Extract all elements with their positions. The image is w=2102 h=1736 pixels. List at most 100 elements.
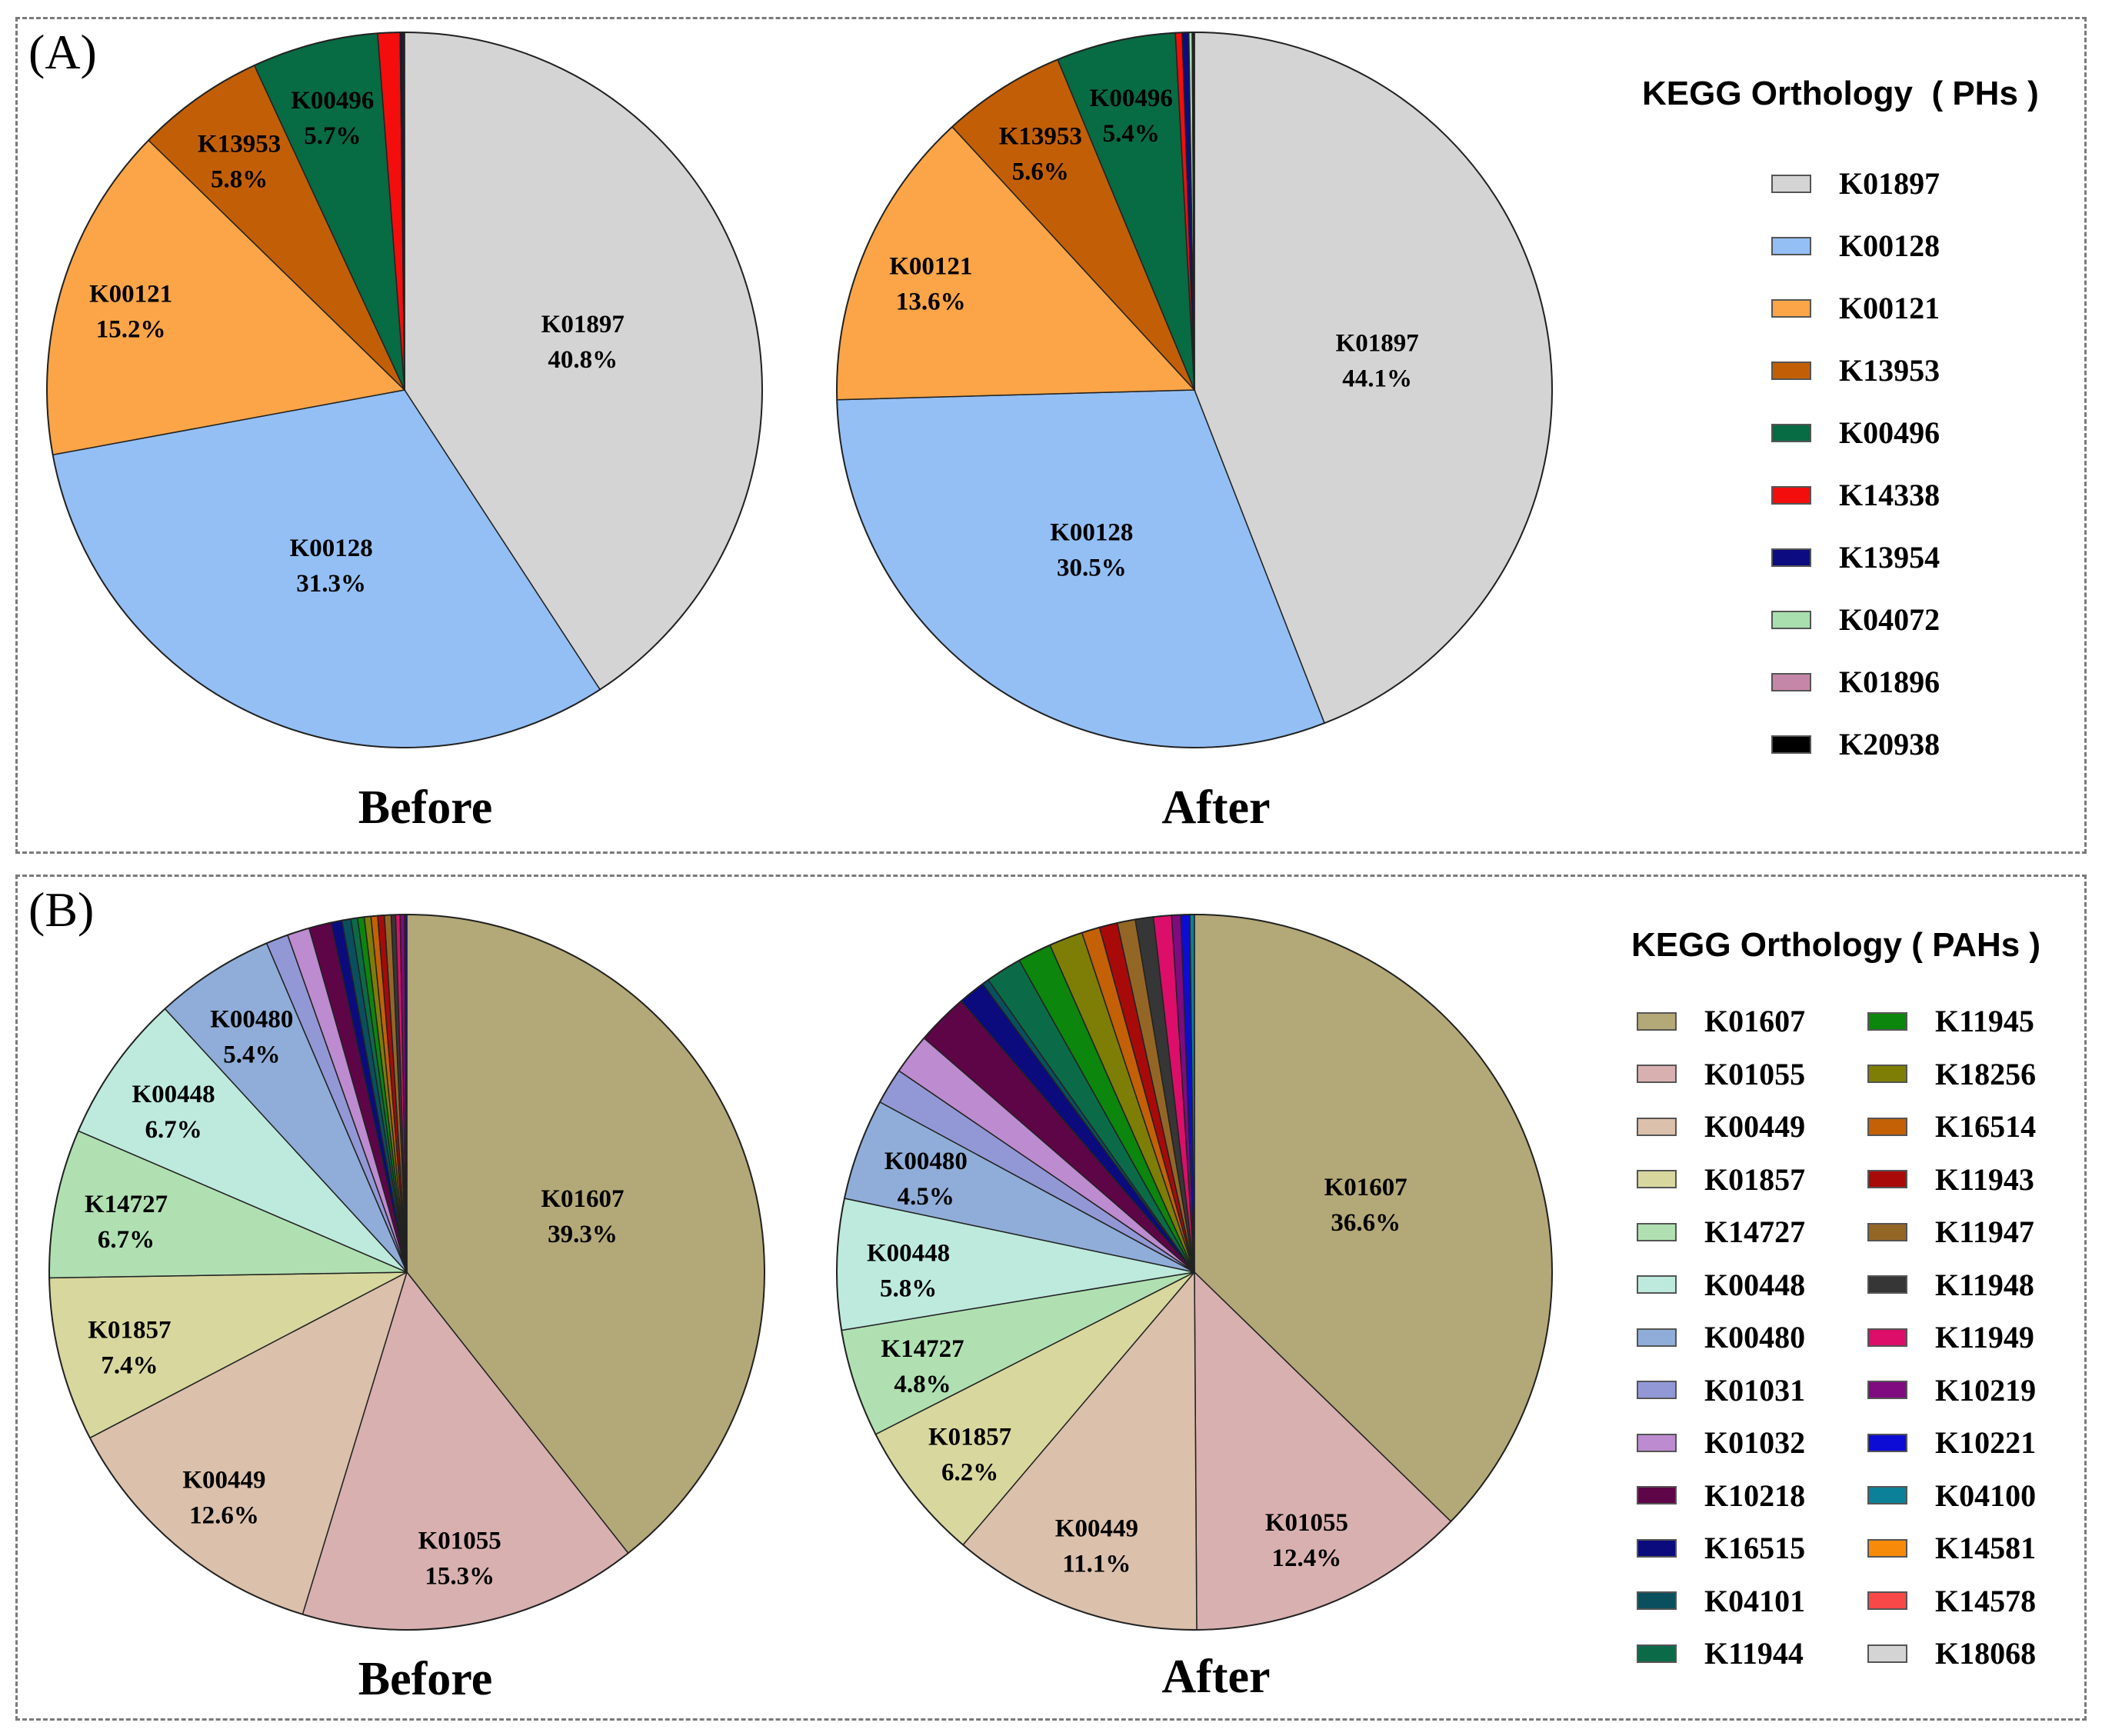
legend-label: K10219 <box>1935 1372 2037 1408</box>
legend-label: K00121 <box>1839 291 1940 325</box>
pie-charts-pahs: K01607 39.3% K01055 15.3% K00449 12.6% K01857 7… <box>48 914 1553 1631</box>
legend-label: K14578 <box>1935 1583 2037 1618</box>
legend-swatch <box>1637 1117 1677 1136</box>
legend-item-k00480: K00480 <box>1637 1319 1805 1355</box>
legend-item-k18068: K18068 <box>1867 1635 2036 1671</box>
slice-label-id: K14727 <box>85 1191 168 1218</box>
slice-label-percent: 36.6% <box>1331 1209 1401 1237</box>
legend-item-k14578: K14578 <box>1867 1583 2036 1619</box>
legend-item-k13954: K13954 <box>1771 539 1940 575</box>
legend-label: K11943 <box>1935 1161 2034 1197</box>
legend-swatch <box>1867 1170 1907 1188</box>
slice-label-percent: 13.6% <box>896 288 966 315</box>
legend-title: KEGG Orthology ( PAHs ) <box>1631 926 2041 964</box>
slice-label-id: K01055 <box>418 1528 501 1555</box>
legend-label: K00128 <box>1839 228 1940 263</box>
legend-label: K16514 <box>1935 1109 2037 1144</box>
legend-label: K18068 <box>1935 1636 2037 1671</box>
slice-label-id: K13953 <box>198 130 281 158</box>
legend-swatch <box>1637 1222 1677 1241</box>
legend-swatch <box>1637 1433 1677 1452</box>
legend-swatch <box>1867 1433 1907 1452</box>
legend-item-k14581: K14581 <box>1867 1530 2036 1566</box>
slice-label-percent: 4.5% <box>898 1183 954 1211</box>
legend-item-k11949: K11949 <box>1867 1319 2034 1355</box>
legend-label: K01897 <box>1839 166 1940 201</box>
legend-swatch <box>1637 1486 1677 1504</box>
slice-label-id: K01857 <box>928 1424 1011 1451</box>
legend-label: K20938 <box>1839 727 1940 761</box>
legend-swatch <box>1637 1065 1677 1083</box>
panel-a: (A) K01897 40.8% K00128 31.3% K00121 15.2% K13… <box>15 17 2087 854</box>
legend-label: K14581 <box>1935 1531 2037 1565</box>
pie-outline <box>836 32 1553 748</box>
pie-title-after: After <box>1161 1651 1271 1703</box>
legend-label: K00449 <box>1704 1109 1806 1144</box>
legend-item-k20938: K20938 <box>1771 726 1940 762</box>
legend-swatch <box>1771 361 1811 380</box>
legend-item-k00496: K00496 <box>1771 415 1940 451</box>
slice-label-percent: 11.1% <box>1062 1551 1131 1578</box>
legend-label: K14338 <box>1839 478 1940 512</box>
legend-swatch <box>1771 423 1811 442</box>
legend-label: K18256 <box>1935 1056 2037 1091</box>
legend-swatch <box>1637 1381 1677 1399</box>
legend-item-k01896: K01896 <box>1771 664 1940 700</box>
legend-swatch <box>1771 610 1811 629</box>
legend-item-k11944: K11944 <box>1637 1635 1804 1671</box>
slice-label-id: K13953 <box>999 122 1082 150</box>
legend-swatch <box>1867 1222 1907 1241</box>
slice-label-id: K00480 <box>884 1148 968 1175</box>
legend-swatch <box>1867 1486 1907 1504</box>
pie-charts-phs: K01897 40.8% K00128 31.3% K00121 15.2% K13953 5… <box>46 32 1553 748</box>
legend-item-k11948: K11948 <box>1867 1267 2034 1303</box>
slice-label-id: K00128 <box>1050 519 1133 547</box>
panel-b: (B) K01607 39.3% K01055 15.3% K00449 12.6% K01… <box>15 875 2087 1721</box>
legend-item-k01857: K01857 <box>1637 1161 1805 1198</box>
legend-swatch <box>1637 1275 1677 1294</box>
slice-label-percent: 12.4% <box>1272 1544 1342 1572</box>
pie-outline <box>836 914 1553 1631</box>
legend-item-k11947: K11947 <box>1867 1214 2034 1250</box>
legend-item-k10219: K10219 <box>1867 1372 2036 1408</box>
slice-label-percent: 5.8% <box>880 1275 937 1303</box>
legend-label: K10218 <box>1704 1478 1806 1513</box>
legend-item-k00449: K00449 <box>1637 1108 1805 1145</box>
legend-item-k10218: K10218 <box>1637 1478 1805 1514</box>
slice-label-percent: 5.4% <box>1103 120 1160 148</box>
slice-label-id: K00449 <box>182 1466 265 1494</box>
slice-label-percent: 44.1% <box>1342 365 1412 392</box>
legend-swatch <box>1637 1011 1677 1031</box>
legend-label: K01032 <box>1704 1425 1806 1460</box>
legend-label: K00496 <box>1839 415 1940 450</box>
slice-label-percent: 5.4% <box>223 1041 280 1068</box>
legend-label: K01031 <box>1704 1372 1806 1408</box>
legend-label: K11944 <box>1704 1636 1804 1671</box>
pie-title-after: After <box>1161 781 1271 834</box>
slice-label-id: K01897 <box>1336 329 1419 357</box>
slice-label-id: K01055 <box>1265 1509 1348 1537</box>
legend-item-k04101: K04101 <box>1637 1583 1805 1619</box>
legend-item-k10221: K10221 <box>1867 1424 2036 1461</box>
legend-swatch <box>1637 1591 1677 1610</box>
legend-swatch <box>1867 1591 1907 1610</box>
legend-label: K11948 <box>1935 1267 2034 1302</box>
legend-swatch <box>1637 1644 1677 1663</box>
slice-label-percent: 6.2% <box>941 1459 998 1487</box>
legend-label: K01055 <box>1704 1056 1806 1091</box>
slice-label-percent: 31.3% <box>296 570 366 598</box>
legend-item-k04072: K04072 <box>1771 601 1940 638</box>
slice-label-percent: 5.6% <box>1012 158 1069 185</box>
legend-item-k01055: K01055 <box>1637 1056 1805 1092</box>
panel-label: (A) <box>28 25 97 79</box>
legend-label: K04101 <box>1704 1583 1806 1618</box>
slice-label-id: K00121 <box>889 252 972 280</box>
legend-swatch <box>1771 174 1811 193</box>
slice-label-percent: 5.8% <box>211 165 268 193</box>
slice-label-percent: 15.3% <box>425 1563 495 1591</box>
legend-swatch <box>1637 1170 1677 1188</box>
slice-label-percent: 7.4% <box>101 1352 158 1380</box>
legend-swatch <box>1637 1538 1677 1558</box>
slice-label-id: K01607 <box>541 1185 624 1213</box>
legend-swatch <box>1867 1011 1907 1031</box>
